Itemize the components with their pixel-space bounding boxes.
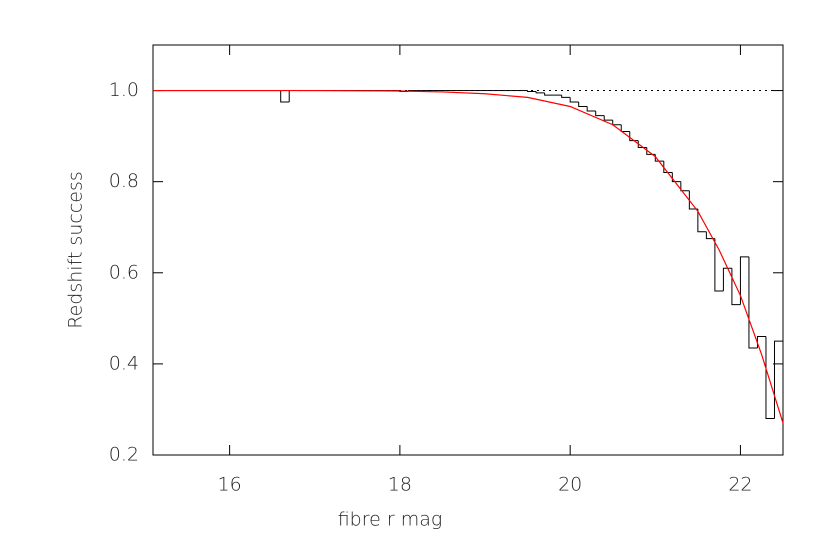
y-tick-label: 0.6 [109, 261, 139, 283]
histogram-step [697, 209, 707, 233]
y-tick-label: 0.4 [109, 352, 139, 374]
histogram-step [731, 268, 741, 306]
histogram-step [663, 161, 673, 174]
x-tick-label: 16 [218, 474, 242, 496]
histogram-step [629, 131, 639, 142]
histogram-step [705, 231, 715, 240]
histogram-step [688, 190, 698, 210]
histogram-step [612, 120, 622, 126]
x-tick-label: 18 [388, 474, 412, 496]
histogram-step [561, 95, 571, 98]
histogram-step [680, 181, 690, 192]
y-tick-label: 0.2 [109, 444, 139, 466]
histogram-step [578, 101, 588, 107]
histogram-step [739, 256, 749, 305]
histogram-step [595, 111, 605, 117]
x-tick-label: 22 [728, 474, 752, 496]
y-tick-label: 0.8 [109, 170, 139, 192]
plot-frame [152, 44, 784, 456]
histogram-step [722, 267, 732, 291]
histogram-step [603, 115, 613, 121]
histogram-step [535, 91, 545, 94]
x-axis-label: fibre r mag [338, 509, 443, 531]
histogram-step [544, 92, 554, 96]
fit-curve [153, 89, 784, 424]
histogram-step [586, 106, 596, 112]
histogram-step [671, 172, 681, 183]
y-tick-label: 1.0 [109, 79, 139, 101]
histogram-step [714, 238, 724, 292]
histogram-step [773, 340, 783, 419]
histogram-step [288, 90, 298, 102]
histogram-step [765, 336, 775, 420]
histogram-step [527, 90, 537, 92]
y-axis-label: Redshift success [65, 171, 87, 328]
histogram-step [569, 97, 579, 103]
histogram-step [280, 90, 290, 103]
histogram-step [748, 256, 758, 349]
x-tick-label: 20 [558, 474, 582, 496]
histogram-step [620, 124, 630, 133]
